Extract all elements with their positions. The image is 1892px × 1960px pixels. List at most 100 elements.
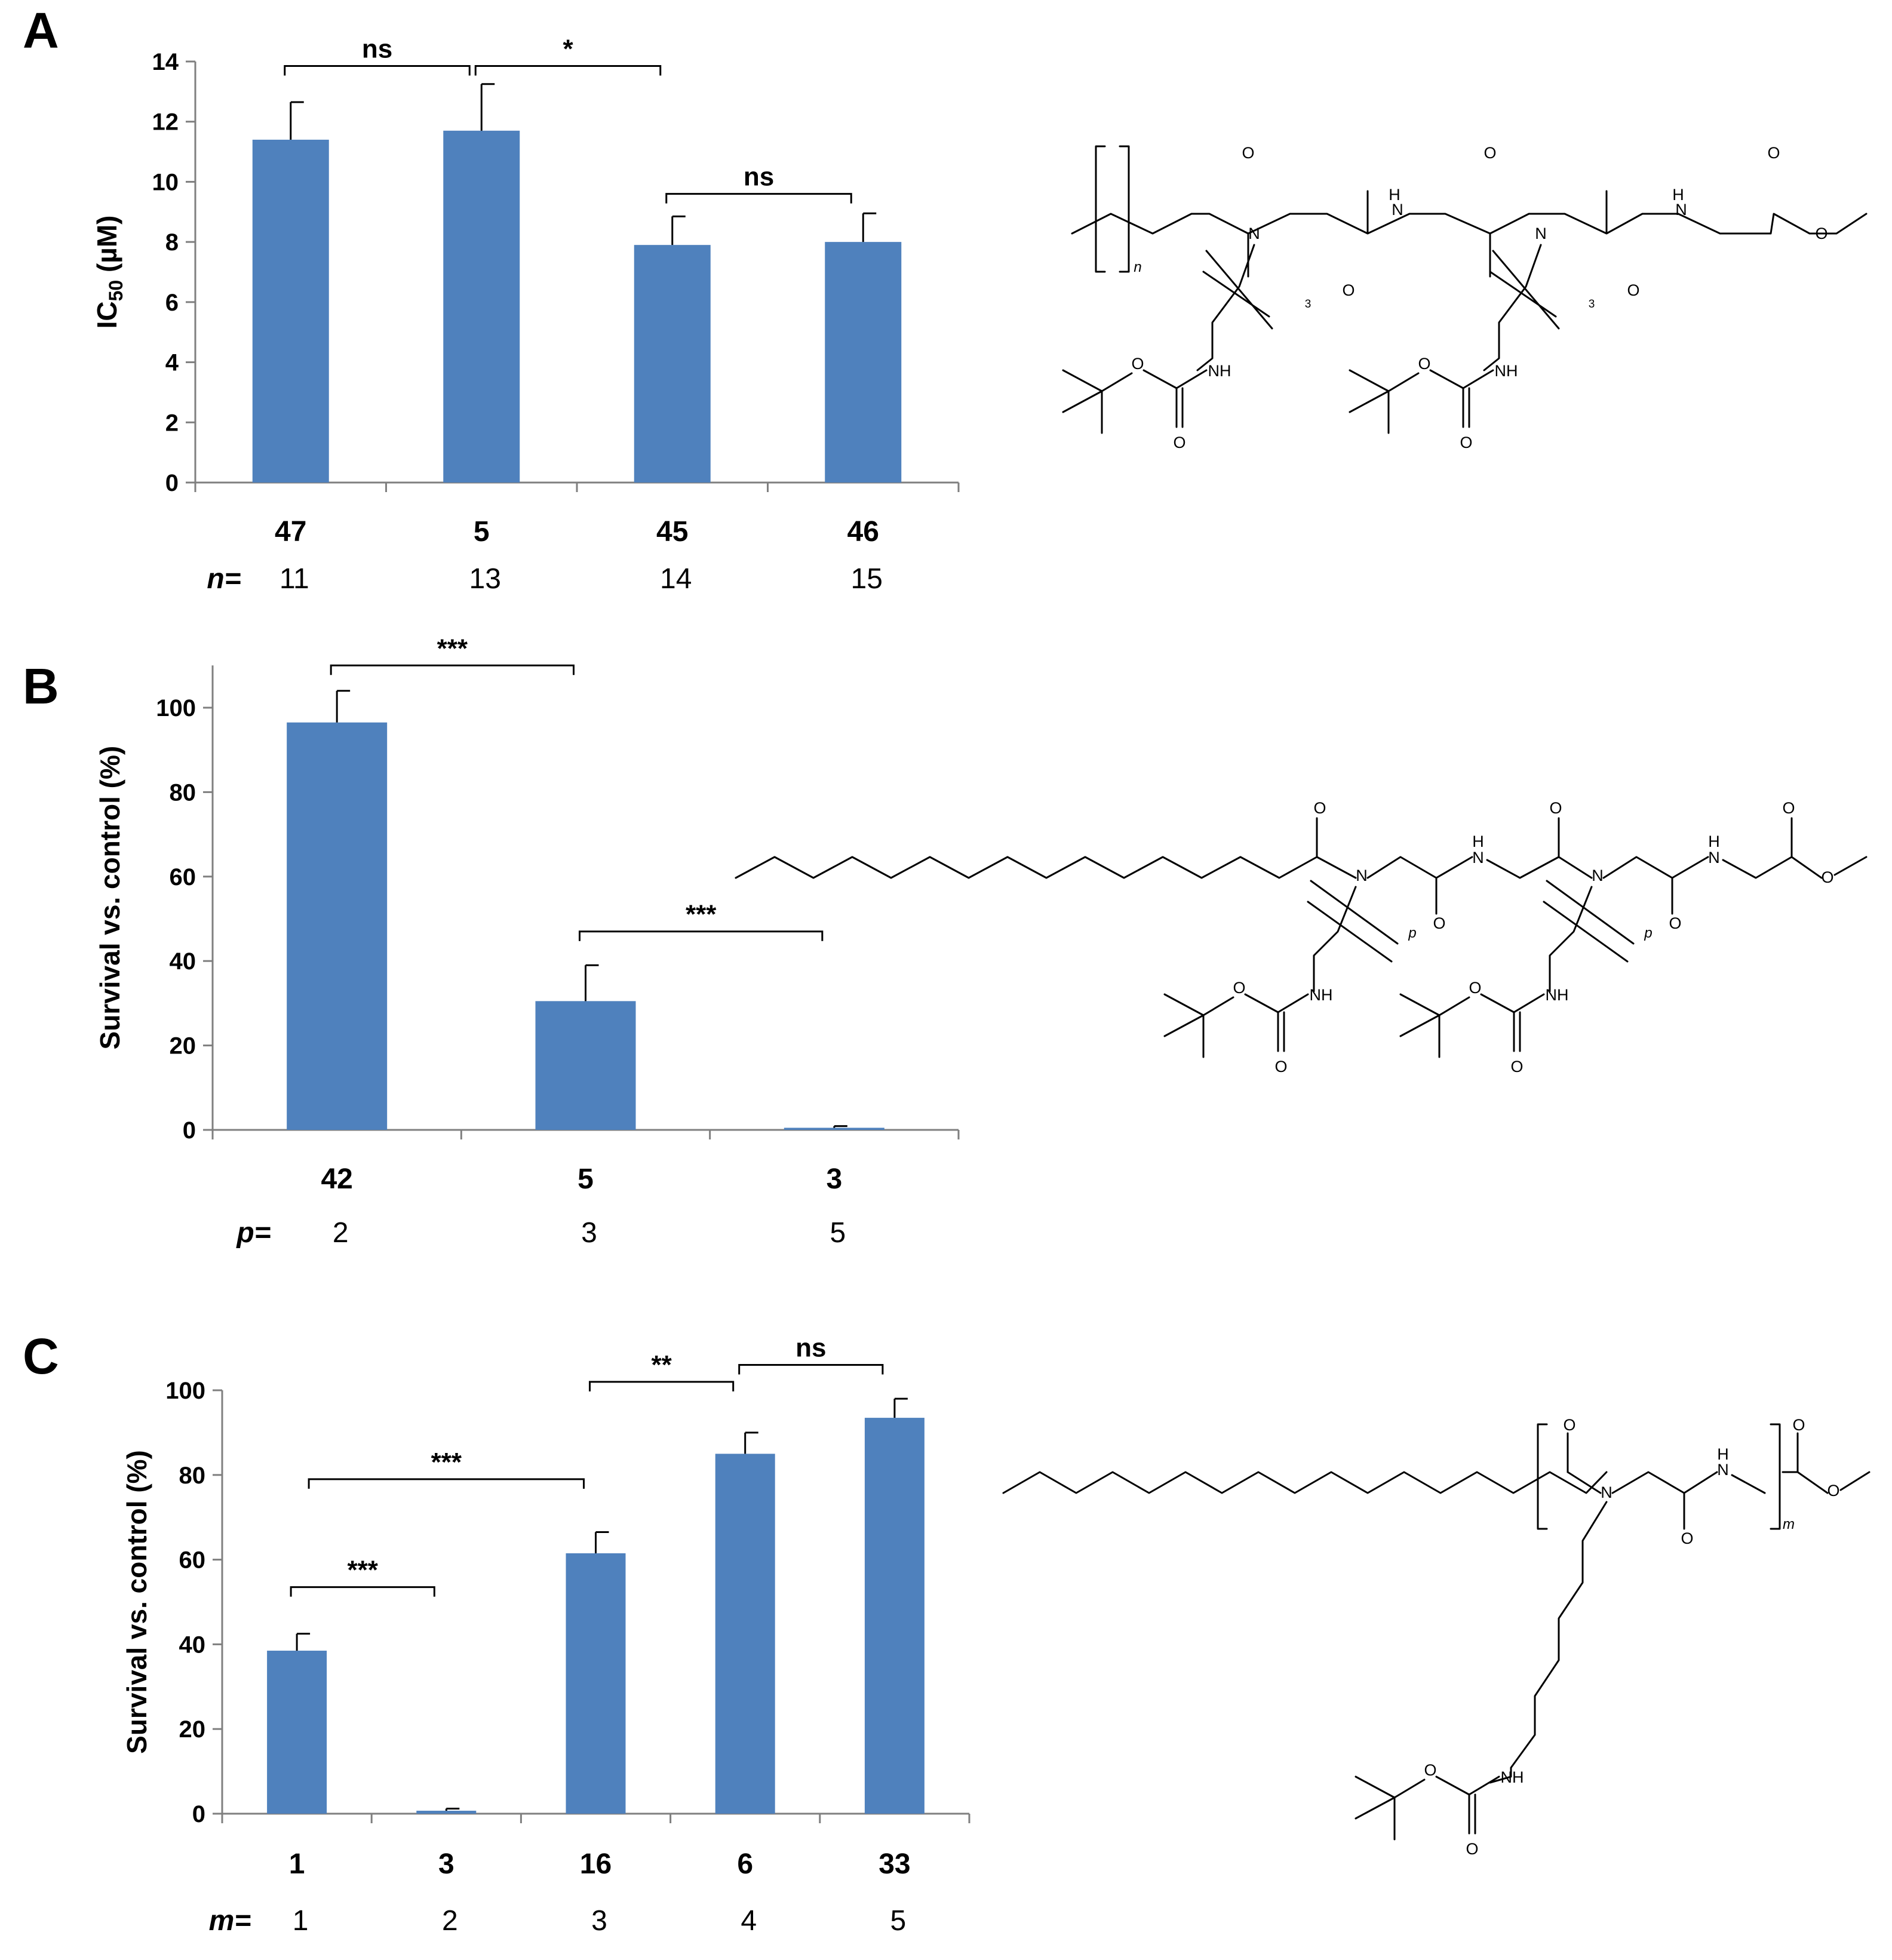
atom-label: O <box>1484 144 1496 162</box>
atom-label: p <box>1408 925 1416 941</box>
bond <box>1839 1471 1870 1491</box>
category-label-a: 46 <box>847 516 879 548</box>
significance-label-c: *** <box>431 1448 462 1477</box>
bond <box>1486 817 1560 879</box>
atom-label: O <box>1233 979 1245 997</box>
bond <box>1196 244 1255 371</box>
category-label-c: 6 <box>737 1848 753 1880</box>
param-value-c: 3 <box>591 1905 607 1937</box>
bond <box>1722 817 1793 879</box>
atom-label: N <box>1356 867 1368 884</box>
param-value-b: 3 <box>581 1217 597 1249</box>
y-tick-label-a: 14 <box>152 49 179 75</box>
bond <box>1202 271 1270 318</box>
bond <box>1492 250 1560 330</box>
param-value-a: 11 <box>280 563 309 595</box>
bond <box>1349 369 1390 392</box>
atom-label: O <box>1549 799 1562 817</box>
bond <box>1483 244 1542 371</box>
bar-c-6 <box>715 1454 775 1814</box>
bond <box>1833 856 1868 876</box>
atom-label: N <box>1675 201 1687 219</box>
atom-label: NH <box>1495 362 1518 380</box>
atom-label: O <box>1242 144 1254 162</box>
significance-bracket-c <box>308 1478 585 1489</box>
bar-b-3 <box>784 1128 884 1130</box>
significance-label-c: ns <box>796 1333 826 1362</box>
bar-b-42 <box>287 722 388 1130</box>
atom-label: NH <box>1208 362 1231 380</box>
atom-label: O <box>1466 1840 1478 1858</box>
y-axis-label-a: IC50 (µM) <box>91 216 127 329</box>
significance-label-a: ns <box>362 35 392 64</box>
y-axis-label-c: Survival vs. control (%) <box>121 1450 152 1754</box>
atom-label: N <box>1717 1461 1729 1479</box>
category-label-c: 33 <box>879 1848 910 1880</box>
bar-a-5 <box>443 130 520 483</box>
bond <box>1435 856 1473 879</box>
atom-label: O <box>1131 355 1144 373</box>
atom-label: O <box>1460 434 1472 451</box>
param-value-c: 2 <box>442 1905 458 1937</box>
bar-c-16 <box>566 1553 626 1814</box>
atom-label: N <box>1601 1483 1612 1501</box>
y-tick-label-b: 20 <box>170 1033 196 1059</box>
bond <box>1095 145 1106 273</box>
category-label-a: 47 <box>275 516 306 548</box>
atom-label: 3 <box>1589 298 1595 311</box>
category-label-a: 5 <box>474 516 490 548</box>
atom-label: O <box>1274 1058 1287 1076</box>
bond <box>1205 250 1273 330</box>
bond <box>1489 1501 1608 1784</box>
bar-c-3 <box>416 1811 477 1814</box>
y-tick-label-a: 4 <box>165 350 179 376</box>
atom-label: O <box>1418 355 1430 373</box>
atom-label: H <box>1472 832 1484 850</box>
bar-c-33 <box>864 1418 924 1814</box>
chart-c: 020406080100113216364335m=********nsSurv… <box>121 1333 970 1937</box>
atom-label: NH <box>1501 1768 1524 1786</box>
y-tick-label-a: 10 <box>152 169 179 195</box>
bond <box>1399 1014 1440 1037</box>
y-tick-label-b: 100 <box>156 695 196 721</box>
significance-bracket-c <box>589 1381 735 1391</box>
atom-label: O <box>1827 1482 1839 1500</box>
atom-label: N <box>1535 225 1547 242</box>
bond <box>1366 856 1438 915</box>
y-tick-label-c: 20 <box>179 1716 206 1743</box>
y-tick-label-c: 100 <box>165 1378 205 1404</box>
bond <box>1429 369 1464 389</box>
bond <box>1537 1423 1548 1530</box>
bond <box>1602 856 1673 915</box>
panel-letter-b: B <box>23 658 59 714</box>
y-tick-label-a: 6 <box>165 290 179 316</box>
significance-bracket-b <box>330 664 575 675</box>
atom-label: H <box>1672 186 1684 204</box>
bond <box>1790 856 1823 879</box>
y-tick-label-a: 0 <box>165 470 179 496</box>
atom-label: NH <box>1546 986 1569 1004</box>
y-tick-label-b: 0 <box>183 1117 196 1144</box>
category-label-b: 42 <box>321 1163 352 1195</box>
atom-label: N <box>1708 849 1720 867</box>
atom-label: O <box>1342 281 1354 299</box>
category-label-b: 5 <box>578 1163 594 1195</box>
bar-a-47 <box>252 139 329 483</box>
significance-label-b: *** <box>686 900 717 929</box>
bond <box>1549 886 1593 993</box>
param-label-a: n= <box>207 563 241 595</box>
bond <box>1163 993 1205 1016</box>
y-tick-label-a: 12 <box>152 109 179 136</box>
param-value-c: 1 <box>293 1905 309 1937</box>
category-label-c: 3 <box>438 1848 454 1880</box>
atom-label: O <box>1767 144 1780 162</box>
bond <box>1731 1474 1766 1494</box>
atom-label: N <box>1592 867 1604 884</box>
bond <box>1002 1471 1608 1494</box>
bond <box>1313 886 1357 993</box>
bond <box>1387 372 1420 392</box>
bond <box>1558 856 1593 879</box>
